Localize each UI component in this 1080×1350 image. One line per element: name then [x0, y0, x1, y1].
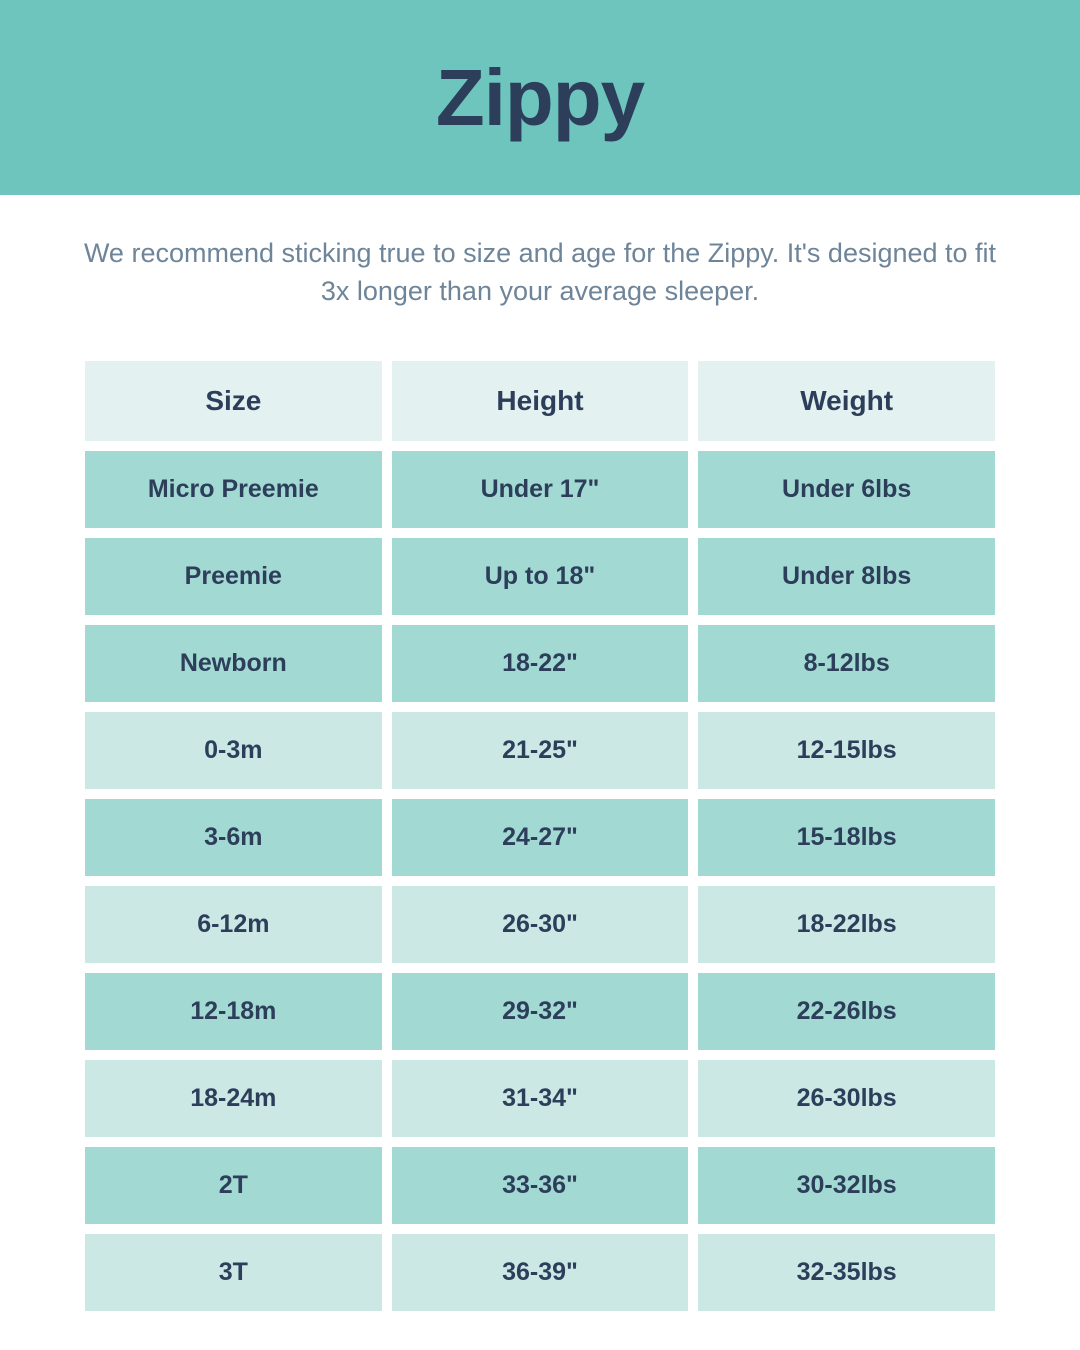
cell-weight: Under 8lbs: [698, 538, 995, 615]
table-row: 0-3m21-25"12-15lbs: [85, 712, 995, 789]
cell-size: 18-24m: [85, 1060, 382, 1137]
column-header-height: Height: [392, 361, 689, 441]
description-text: We recommend sticking true to size and a…: [75, 235, 1005, 311]
cell-size: 3-6m: [85, 799, 382, 876]
cell-height: 29-32": [392, 973, 689, 1050]
table-row: Newborn18-22"8-12lbs: [85, 625, 995, 702]
cell-weight: 22-26lbs: [698, 973, 995, 1050]
table-row: 3-6m24-27"15-18lbs: [85, 799, 995, 876]
cell-size: 2T: [85, 1147, 382, 1224]
table-row: 2T33-36"30-32lbs: [85, 1147, 995, 1224]
table-row: PreemieUp to 18"Under 8lbs: [85, 538, 995, 615]
header-banner: Zippy: [0, 0, 1080, 195]
cell-size: 12-18m: [85, 973, 382, 1050]
size-chart-table: Size Height Weight Micro PreemieUnder 17…: [75, 351, 1005, 1321]
table-header-row: Size Height Weight: [85, 361, 995, 441]
cell-height: Under 17": [392, 451, 689, 528]
cell-height: 21-25": [392, 712, 689, 789]
column-header-weight: Weight: [698, 361, 995, 441]
cell-weight: 30-32lbs: [698, 1147, 995, 1224]
table-row: 3T36-39"32-35lbs: [85, 1234, 995, 1311]
cell-weight: 18-22lbs: [698, 886, 995, 963]
cell-height: 18-22": [392, 625, 689, 702]
cell-height: Up to 18": [392, 538, 689, 615]
cell-size: Newborn: [85, 625, 382, 702]
table-row: 6-12m26-30"18-22lbs: [85, 886, 995, 963]
cell-height: 33-36": [392, 1147, 689, 1224]
cell-size: 3T: [85, 1234, 382, 1311]
cell-height: 26-30": [392, 886, 689, 963]
cell-weight: 32-35lbs: [698, 1234, 995, 1311]
cell-weight: Under 6lbs: [698, 451, 995, 528]
column-header-size: Size: [85, 361, 382, 441]
cell-size: 0-3m: [85, 712, 382, 789]
cell-height: 24-27": [392, 799, 689, 876]
cell-weight: 26-30lbs: [698, 1060, 995, 1137]
cell-height: 36-39": [392, 1234, 689, 1311]
cell-height: 31-34": [392, 1060, 689, 1137]
cell-size: Micro Preemie: [85, 451, 382, 528]
page-title: Zippy: [436, 52, 644, 144]
cell-weight: 12-15lbs: [698, 712, 995, 789]
cell-size: Preemie: [85, 538, 382, 615]
content-area: We recommend sticking true to size and a…: [0, 195, 1080, 1321]
cell-weight: 15-18lbs: [698, 799, 995, 876]
cell-weight: 8-12lbs: [698, 625, 995, 702]
table-row: 12-18m29-32"22-26lbs: [85, 973, 995, 1050]
table-row: 18-24m31-34"26-30lbs: [85, 1060, 995, 1137]
table-row: Micro PreemieUnder 17"Under 6lbs: [85, 451, 995, 528]
cell-size: 6-12m: [85, 886, 382, 963]
